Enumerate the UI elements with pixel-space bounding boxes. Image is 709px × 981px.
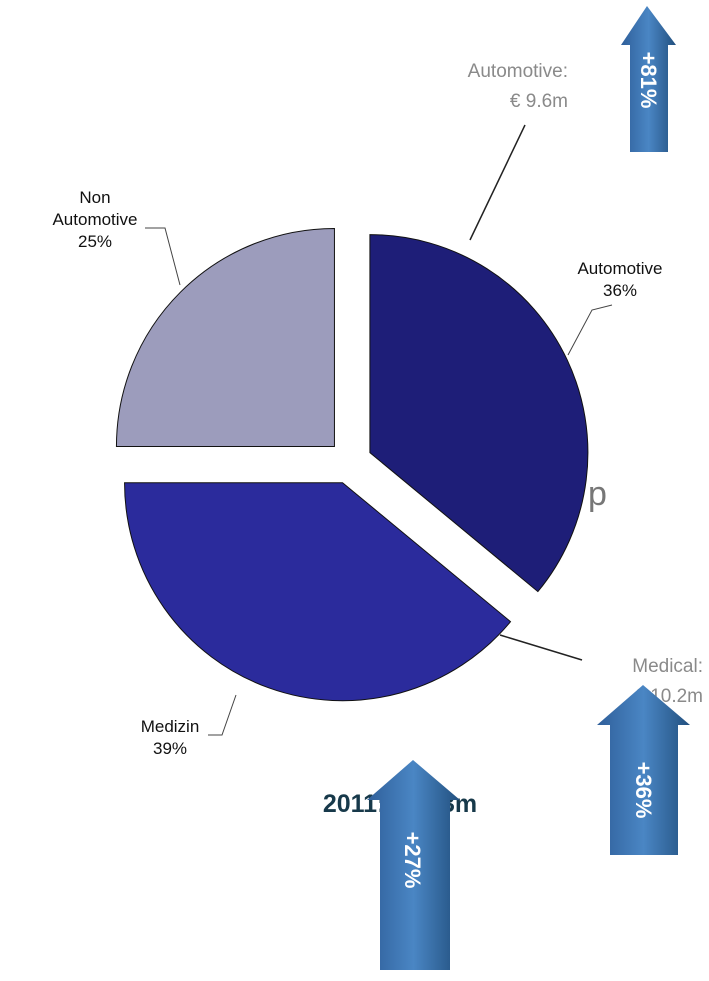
slice-label: Non Automotive 25%	[40, 187, 150, 253]
slice-name: Non Automotive	[52, 188, 138, 229]
leader-line	[145, 227, 181, 286]
arrow	[597, 685, 690, 855]
growth: +27%	[400, 832, 425, 889]
slice	[115, 227, 335, 447]
callout-line	[499, 634, 583, 661]
slice	[369, 234, 589, 593]
slice	[124, 482, 512, 702]
slice-label: Medizin 39%	[120, 716, 220, 760]
edge-text: p	[588, 475, 607, 513]
growth: +81%	[636, 52, 661, 109]
growth: +36%	[631, 762, 656, 819]
leader-line	[208, 694, 237, 736]
callout-label: Automotive:	[468, 61, 568, 82]
slice-label: Automotive 36%	[560, 258, 680, 302]
slice-value: 36%	[602, 281, 638, 300]
slice-value: 39%	[152, 739, 188, 758]
slice-name: Medizin	[140, 717, 200, 736]
leader-line	[567, 304, 613, 356]
slice-name: Automotive	[577, 259, 663, 278]
callout-label: Medical:	[632, 656, 703, 677]
arrow	[367, 760, 460, 970]
slice-value: 25%	[77, 232, 113, 251]
arrow	[621, 6, 676, 152]
callout-line	[469, 124, 526, 241]
callout-value: € 9.6m	[510, 91, 568, 112]
pie	[115, 227, 589, 702]
